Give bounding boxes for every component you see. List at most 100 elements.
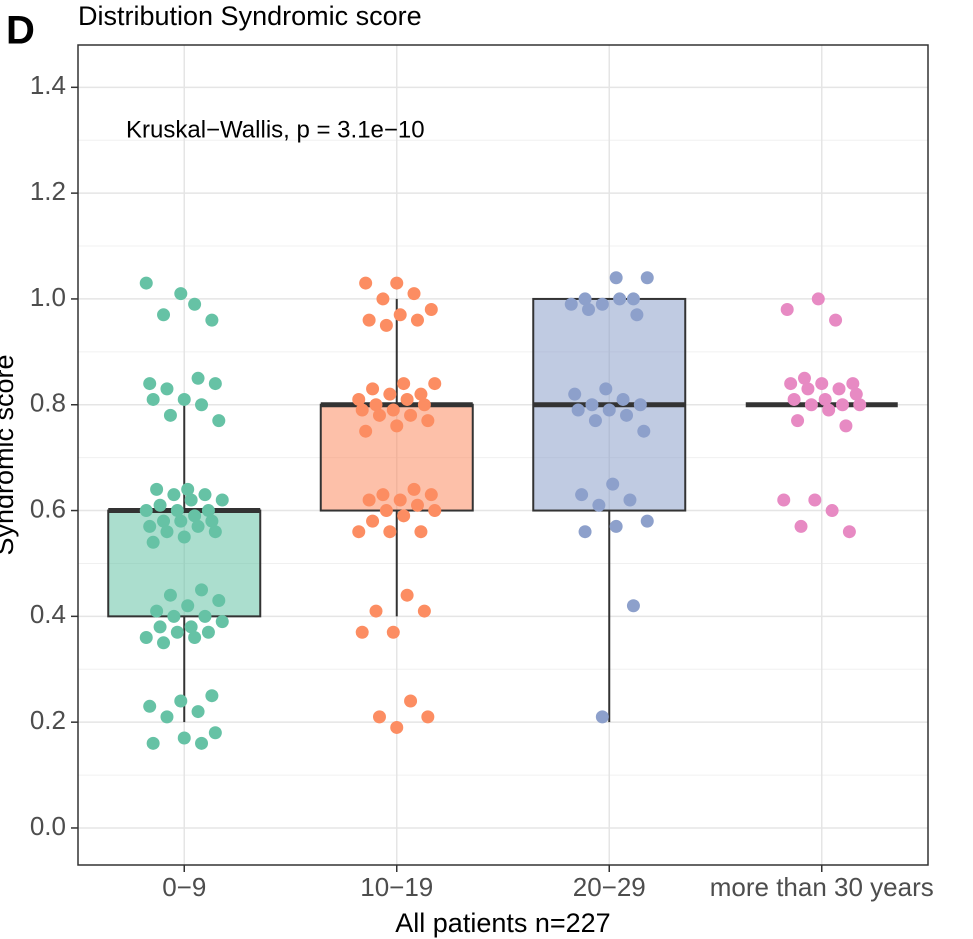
y-tick-label: 1.0 [30,282,66,312]
point [404,694,418,708]
point [849,387,863,401]
point [400,392,414,406]
point [595,297,609,311]
point [362,493,376,507]
chart-title: Distribution Syndromic score [78,1,422,31]
point [832,382,846,396]
point [564,297,578,311]
point [174,694,188,708]
point [853,398,867,412]
point [167,488,181,502]
point [139,276,153,290]
point [188,509,202,523]
point [208,726,222,740]
x-tick-label: more than 30 years [710,872,934,902]
point [616,392,630,406]
point [146,535,160,549]
point [414,525,428,539]
point [393,493,407,507]
point [195,583,209,597]
point [424,303,438,317]
point [417,604,431,618]
point [376,292,390,306]
point [379,504,393,518]
point [160,710,174,724]
point [606,477,620,491]
point [184,620,198,634]
x-tick-label: 0−9 [162,872,206,902]
point [362,313,376,327]
point [198,609,212,623]
point [163,588,177,602]
point [153,620,167,634]
point [407,287,421,301]
point [592,498,606,512]
point [372,408,386,422]
point [355,625,369,639]
point [181,482,195,496]
point [174,514,188,528]
point [609,519,623,533]
point [428,377,442,391]
point [578,292,592,306]
point [379,318,393,332]
point [780,303,794,317]
point [386,625,400,639]
point [369,398,383,412]
point [146,736,160,750]
point [355,403,369,417]
y-tick-label: 0.4 [30,599,66,629]
point [421,414,435,428]
point [150,482,164,496]
point [212,414,226,428]
point [167,609,181,623]
point [829,313,843,327]
point [215,493,229,507]
point [366,382,380,396]
point [177,731,191,745]
point [201,625,215,639]
point [191,705,205,719]
point [846,377,860,391]
y-tick-label: 0.8 [30,388,66,418]
point [177,392,191,406]
box [107,509,262,618]
point [428,504,442,518]
point [400,588,414,602]
point [599,382,613,396]
point [640,514,654,528]
point [160,382,174,396]
point [390,419,404,433]
point [143,699,157,713]
point [359,276,373,290]
point [609,271,623,285]
point [139,504,153,518]
point [595,710,609,724]
y-tick-label: 0.2 [30,705,66,735]
point [818,392,832,406]
point [205,689,219,703]
point [620,408,634,422]
panel-label: D [6,9,35,53]
point [393,308,407,322]
point [195,736,209,750]
point [383,525,397,539]
point [637,424,651,438]
point [157,308,171,322]
x-tick-label: 20−29 [573,872,646,902]
point [640,271,654,285]
point [613,292,627,306]
point [170,504,184,518]
point [184,493,198,507]
point [352,392,366,406]
point [188,631,202,645]
point [153,498,167,512]
point [198,488,212,502]
point [376,488,390,502]
point [208,377,222,391]
point [811,292,825,306]
point [397,509,411,523]
annotation: Kruskal−Wallis, p = 3.1e−10 [126,116,425,143]
point [784,377,798,391]
point [407,482,421,496]
